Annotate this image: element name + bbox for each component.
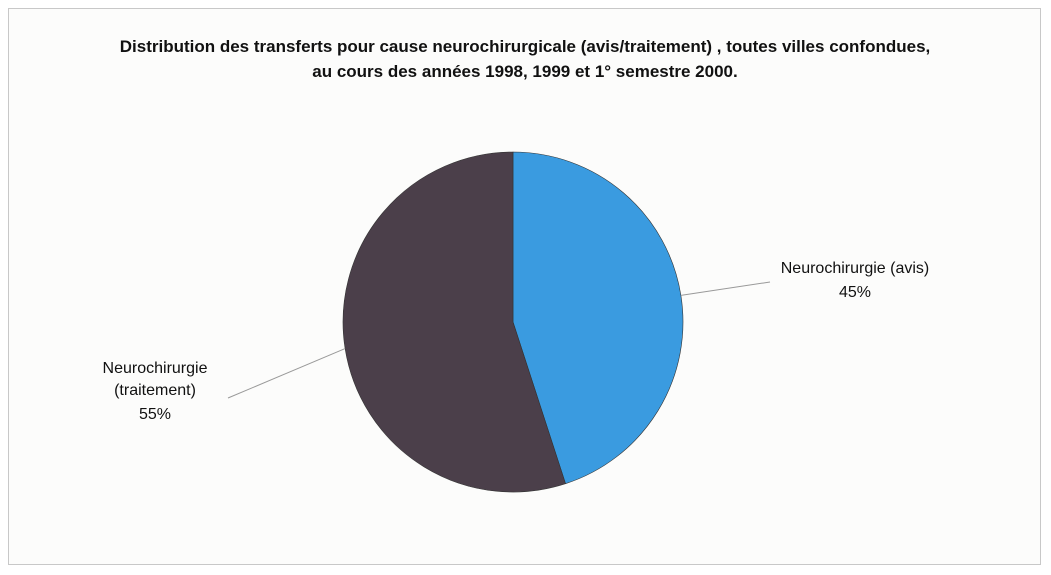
value-label: 45% — [838, 284, 872, 301]
leader-line — [680, 281, 771, 296]
pie-slice — [512, 151, 684, 485]
chart-title: Distribution des transferts pour cause n… — [119, 37, 931, 81]
slice-label: Neurochirurgie (avis) — [780, 260, 930, 277]
value-label: 55% — [138, 406, 172, 423]
pie-slice — [342, 151, 566, 493]
leader-line — [227, 348, 346, 399]
slice-label: Neurochirurgie (traitement) — [102, 360, 208, 399]
